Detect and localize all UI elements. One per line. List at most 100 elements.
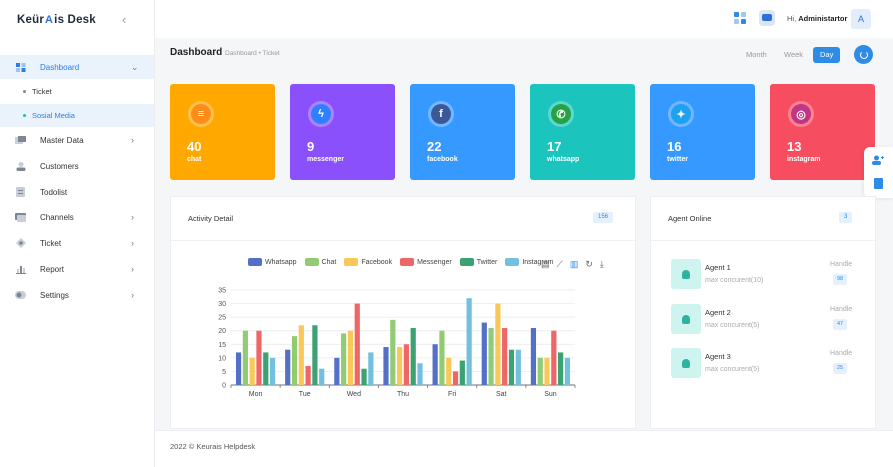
sidebar-item-report[interactable]: Report › [0,257,154,281]
range-month-button[interactable]: Month [746,50,767,59]
greeting-prefix: Hi, [787,14,799,23]
avatar[interactable]: A [851,9,871,29]
stat-count: 22 [427,139,442,154]
page-title: Dashboard [170,47,223,58]
sidebar-item-ticket[interactable]: Ticket › [0,231,154,255]
logo-mark: A [45,14,54,26]
quick-actions [864,147,893,198]
breadcrumb-item[interactable]: Dashboard [225,50,257,57]
legend-swatch [248,258,262,266]
agent-concurrent: max concurent(5) [705,322,760,329]
stat-card-chat[interactable]: ≡ 40 chat [170,84,275,180]
stat-card-instagram[interactable]: ◎ 13 instagram [770,84,875,180]
apps-grid-icon[interactable] [734,12,746,24]
sidebar-subitem-label: Sosial Media [32,111,75,120]
sidebar-subitem-label: Ticket [32,87,52,96]
agent-avatar-icon [671,348,701,378]
breadcrumb-item[interactable]: Ticket [262,50,280,57]
subheader: Dashboard Dashboard • Ticket Month Week … [155,38,893,70]
sidebar-item-dashboard[interactable]: Dashboard ⌄ [0,55,154,79]
stat-label: instagram [787,156,821,163]
download-icon[interactable]: ⤓ [599,259,604,269]
ticket-icon [15,238,26,248]
sidebar-item-label: Ticket [40,238,62,248]
stat-count: 17 [547,139,562,154]
agent-name: Agent 3 [705,352,731,361]
sidebar-item-label: Dashboard [40,62,80,72]
agent-avatar-icon [671,259,701,289]
stat-count: 40 [187,139,202,154]
sidebar-subitem-ticket[interactable]: Ticket [0,80,154,103]
footer-copyright: 2022 © Keurais Helpdesk [170,442,256,451]
legend-swatch [344,258,359,266]
stat-card-messenger[interactable]: ϟ 9 messenger [290,84,395,180]
report-icon [15,265,26,274]
collapse-sidebar-icon[interactable]: ‹ [122,12,127,27]
agent-row[interactable]: Agent 3 max concurent(5) Handle 25 [671,348,861,380]
user-icon [15,161,26,171]
legend-item-whatsapp[interactable]: Whatsapp [248,258,297,266]
breadcrumb: Dashboard • Ticket [225,50,280,57]
legend-item-messenger[interactable]: Messenger [400,258,452,266]
sidebar-item-master-data[interactable]: Master Data › [0,128,154,152]
bullet-icon [23,90,26,93]
sidebar-item-label: Master Data [40,135,84,145]
footer: 2022 © Keurais Helpdesk [155,430,893,467]
agent-row[interactable]: Agent 2 max concurent(5) Handle 47 [671,304,861,336]
legend-label: Messenger [417,258,452,266]
sidebar-subitem-sosial-media[interactable]: Sosial Media [0,104,154,127]
stat-label: messenger [307,156,344,163]
sidebar-item-label: Channels [40,212,74,222]
range-week-button[interactable]: Week [784,50,804,59]
stat-card-twitter[interactable]: ✦ 16 twitter [650,84,755,180]
data-view-icon[interactable]: ▤ [541,259,550,269]
sidebar-item-customers[interactable]: Customers [0,154,154,178]
legend-item-facebook[interactable]: Facebook [344,258,392,266]
line-chart-icon[interactable]: ⟋ [556,259,563,269]
bar-chart-icon[interactable]: ▥ [569,259,579,269]
messenger-icon-wrap: ϟ [308,101,334,127]
chat-icon-wrap: ≡ [188,101,214,127]
agent-concurrent: max concurent(5) [705,366,760,373]
legend-swatch [304,258,319,266]
sidebar-item-label: Todolist [40,187,68,197]
legend-item-chat[interactable]: Chat [304,258,336,266]
stat-card-facebook[interactable]: f 22 facebook [410,84,515,180]
restore-icon[interactable]: ↻ [585,259,593,269]
chevron-right-icon: › [131,264,134,274]
handle-label: Handle [830,350,853,357]
agent-name: Agent 1 [705,263,731,272]
user-greeting[interactable]: Hi, Administartor [787,14,847,23]
instagram-icon-wrap: ◎ [788,101,814,127]
sidebar-item-settings[interactable]: Settings › [0,283,154,307]
chevron-down-icon: ⌄ [131,61,139,72]
sidebar-item-todolist[interactable]: Todolist [0,180,154,204]
legend-item-twitter[interactable]: Twitter [459,258,498,266]
database-icon [15,135,26,145]
stat-count: 9 [307,139,315,154]
add-user-icon[interactable] [872,155,884,165]
handle-label: Handle [830,261,853,268]
legend-swatch [505,258,520,266]
refresh-button[interactable] [854,45,873,64]
stat-count: 13 [787,139,802,154]
legend-item-instagram[interactable]: Instagram [505,258,553,266]
legend-label: Facebook [361,258,393,266]
divider [171,240,635,241]
messages-icon[interactable] [759,10,775,26]
stat-label: twitter [667,156,688,163]
stat-label: whatsapp [547,156,580,163]
range-day-button[interactable]: Day [813,47,841,63]
agent-row[interactable]: Agent 1 max concurent(10) Handle 98 [671,259,861,291]
sidebar-item-channels[interactable]: Channels › [0,205,154,229]
user-name: Administartor [798,14,848,23]
agent-concurrent: max concurent(10) [705,277,764,284]
whatsapp-icon: ✆ [551,104,571,124]
clipboard-icon[interactable] [874,178,883,189]
top-header: Hi, Administartor A [155,0,893,38]
chart-legend: Whatsapp Chat Facebook Messenger Twitter… [248,258,553,266]
stat-card-whatsapp[interactable]: ✆ 17 whatsapp [530,84,635,180]
dashboard-icon [15,62,26,72]
legend-label: Twitter [476,258,498,266]
